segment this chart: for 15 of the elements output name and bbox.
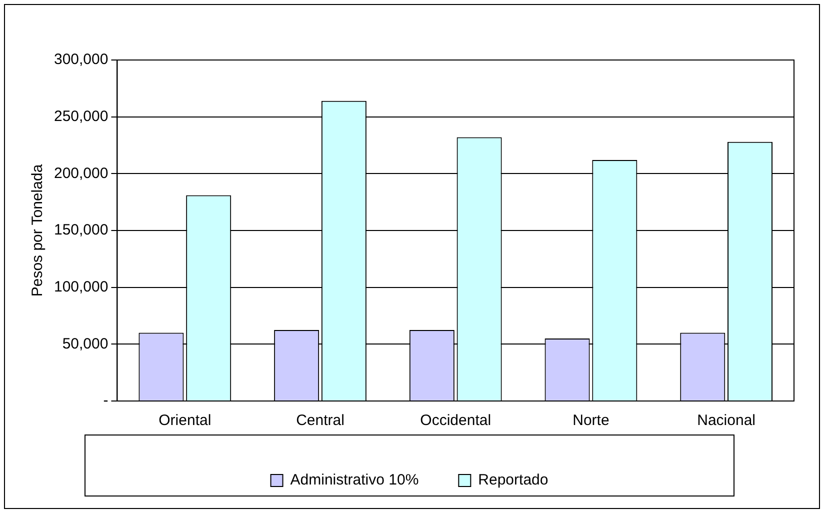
y-axis-title: Pesos por Tonelada	[29, 164, 46, 297]
x-tick-label: Norte	[572, 412, 610, 430]
y-tick-label: 100,000	[54, 278, 108, 296]
x-tick-label: Oriental	[158, 412, 212, 430]
legend-label: Reportado	[478, 472, 548, 489]
y-tick-label: 300,000	[54, 51, 108, 68]
legend-label: Administrativo 10%	[290, 472, 419, 489]
x-tick-label: Occidental	[420, 412, 492, 430]
x-tick-label: Central	[296, 412, 344, 430]
y-tick-label: -	[103, 392, 108, 410]
x-tick-label: Nacional	[697, 412, 756, 430]
y-tick-label: 250,000	[54, 108, 108, 125]
y-tick-label: 50,000	[62, 335, 108, 352]
y-tick-label: 150,000	[54, 222, 108, 239]
y-tick-label: 200,000	[54, 164, 108, 182]
